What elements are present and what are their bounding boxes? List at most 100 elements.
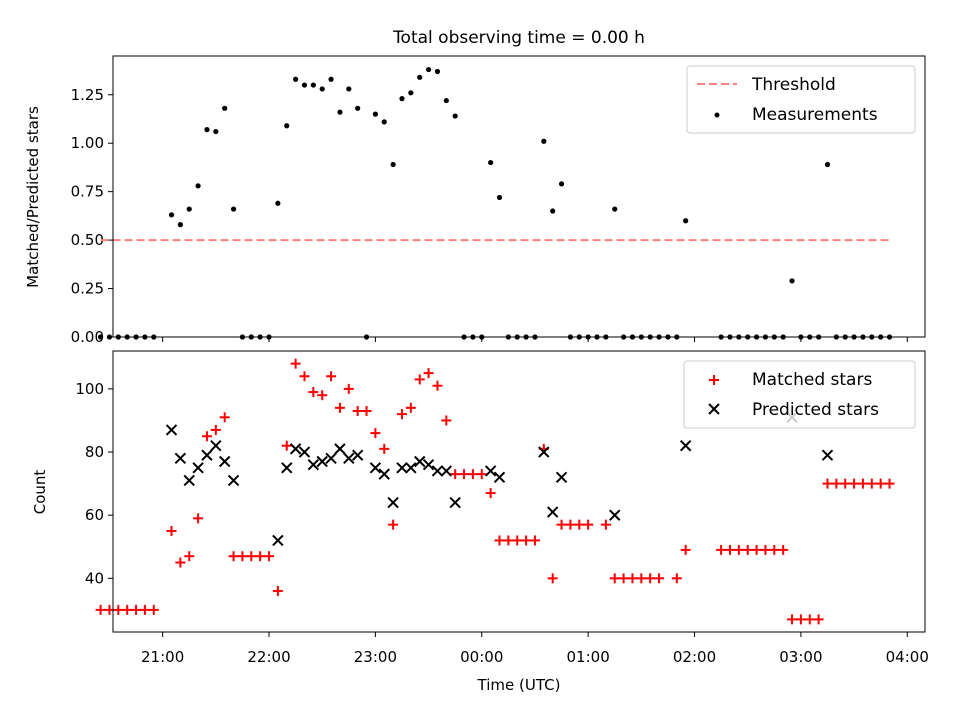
bottom-x-tick-label: 00:00 xyxy=(460,648,503,666)
measurement-point xyxy=(213,128,219,135)
top-y-tick-label: 1.25 xyxy=(71,86,104,104)
measurement-point xyxy=(399,96,405,102)
matched-star-point xyxy=(485,488,496,499)
matched-star-point xyxy=(494,535,505,546)
measurement-point xyxy=(683,218,689,224)
matched-star-point xyxy=(831,478,842,489)
matched-star-point xyxy=(228,551,239,562)
measurement-point xyxy=(789,278,795,284)
measurement-point xyxy=(301,82,308,88)
matched-star-point xyxy=(840,478,851,489)
matched-star-point xyxy=(193,513,204,524)
measurement-point xyxy=(452,113,458,119)
matched-star-point xyxy=(547,573,558,584)
matched-star-point xyxy=(467,469,478,480)
bottom-y-axis-label: Count xyxy=(31,470,49,515)
matched-star-point xyxy=(787,614,798,625)
matched-star-point xyxy=(813,614,824,625)
measurement-point xyxy=(284,123,290,129)
measurement-point xyxy=(390,161,396,168)
bottom-x-axis-label: Time (UTC) xyxy=(477,676,561,694)
matched-star-point xyxy=(255,551,266,562)
matched-star-point xyxy=(804,614,815,625)
bottom-y-tick-label: 100 xyxy=(75,380,104,398)
measurement-point xyxy=(488,159,494,166)
matched-star-point xyxy=(405,402,416,413)
predicted-star-point xyxy=(316,455,328,468)
predicted-star-point xyxy=(298,446,311,458)
legend-matched-label: Matched stars xyxy=(752,370,872,390)
matched-star-point xyxy=(361,405,372,416)
predicted-star-point xyxy=(555,471,568,483)
measurement-point xyxy=(97,334,104,340)
matched-star-point xyxy=(113,604,124,615)
measurement-point xyxy=(195,183,201,189)
measurement-point xyxy=(222,105,228,111)
predicted-star-point xyxy=(405,462,417,474)
matched-star-point xyxy=(565,519,576,530)
legend-predicted-label: Predicted stars xyxy=(752,400,879,420)
bottom-x-tick-label: 03:00 xyxy=(779,648,822,666)
measurement-point xyxy=(168,212,175,218)
measurement-point xyxy=(612,206,618,212)
bottom-y-tick-label: 80 xyxy=(85,443,104,461)
predicted-star-point xyxy=(272,534,284,547)
predicted-star-point xyxy=(201,449,213,461)
matched-star-point xyxy=(131,604,142,615)
matched-star-point xyxy=(583,519,594,530)
bottom-y-tick-label: 60 xyxy=(85,506,104,524)
top-legend-box xyxy=(686,65,916,134)
bottom-x-tick-label: 23:00 xyxy=(354,648,397,666)
top-plot-area xyxy=(97,66,893,340)
predicted-star-point xyxy=(387,496,399,509)
bottom-x-tick-label: 02:00 xyxy=(673,648,716,666)
matched-star-point xyxy=(441,415,452,426)
matched-star-point xyxy=(521,535,532,546)
predicted-star-point xyxy=(281,462,293,474)
matched-star-point xyxy=(166,525,177,536)
predicted-star-point xyxy=(679,440,692,452)
top-chart-title: Total observing time = 0.00 h xyxy=(392,28,645,48)
measurement-point xyxy=(443,97,449,104)
matched-star-point xyxy=(866,478,877,489)
matched-star-point xyxy=(645,573,656,584)
top-y-tick-label: 0.25 xyxy=(71,280,104,298)
matched-star-point xyxy=(875,478,886,489)
legend-predicted-swatch xyxy=(708,403,720,415)
matched-star-point xyxy=(210,424,221,435)
predicted-star-point xyxy=(546,506,559,518)
measurement-point xyxy=(275,200,281,206)
matched-star-point xyxy=(95,604,106,615)
matched-star-point xyxy=(733,544,744,555)
measurement-point xyxy=(337,109,343,115)
matched-star-point xyxy=(352,405,363,416)
matched-star-point xyxy=(379,443,390,454)
matched-star-point xyxy=(680,544,691,555)
legend-measurements-label: Measurements xyxy=(752,105,878,125)
legend-matched-swatch xyxy=(709,375,719,385)
measurement-point xyxy=(425,66,432,73)
matched-star-point xyxy=(388,519,399,530)
measurement-point xyxy=(355,105,361,111)
bottom-axes-frame xyxy=(112,350,926,633)
matched-star-point xyxy=(122,604,133,615)
predicted-star-point xyxy=(334,443,346,455)
predicted-star-point xyxy=(396,462,408,474)
bottom-plot-area xyxy=(95,358,895,625)
top-axes-frame xyxy=(112,55,926,338)
predicted-star-point xyxy=(821,449,834,461)
predicted-star-point xyxy=(174,452,187,465)
matched-star-point xyxy=(450,469,461,480)
predicted-star-point xyxy=(422,458,435,471)
matched-star-point xyxy=(716,544,727,555)
predicted-star-point xyxy=(210,440,222,452)
matched-star-point xyxy=(317,390,328,401)
predicted-star-point xyxy=(192,462,204,474)
top-axis-ticks: 0.00 0.25 0.50 0.75 1.00 1.25 xyxy=(71,86,908,346)
matched-star-point xyxy=(326,371,337,382)
predicted-star-point xyxy=(431,465,444,477)
matched-star-point xyxy=(175,557,186,568)
top-y-axis-label: Matched/Predicted stars xyxy=(24,106,42,288)
measurement-point xyxy=(106,334,113,340)
